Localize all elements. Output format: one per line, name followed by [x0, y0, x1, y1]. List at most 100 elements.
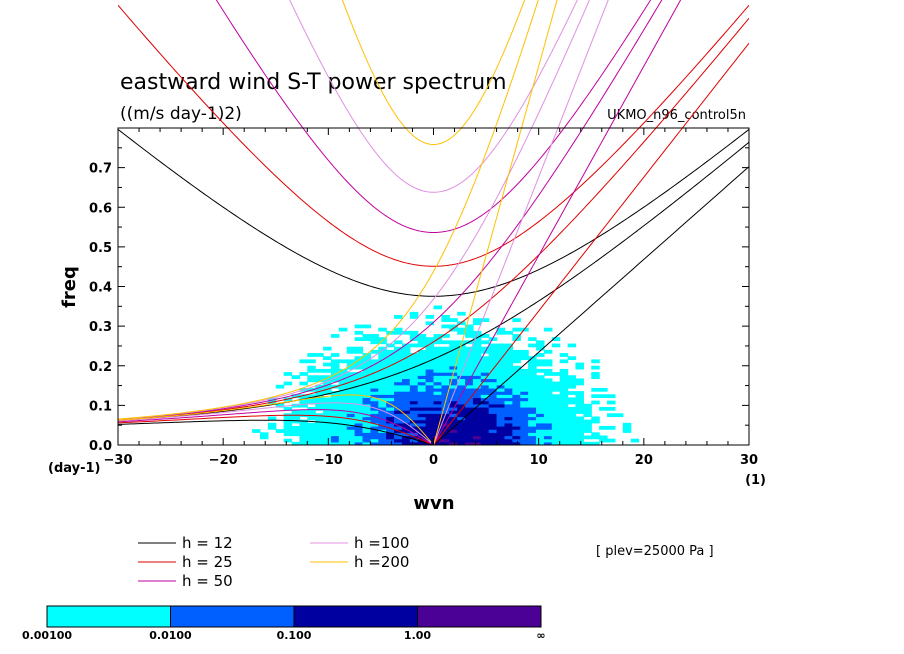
contour-cell — [417, 394, 427, 399]
contour-cell — [488, 343, 498, 348]
contour-cell — [559, 429, 569, 433]
contour-cell — [465, 368, 474, 373]
contour-cell — [607, 425, 616, 430]
contour-cell — [354, 432, 364, 437]
contour-cell — [283, 419, 293, 424]
contour-cell — [480, 381, 490, 386]
contour-cell — [536, 397, 545, 402]
contour-cell — [512, 353, 521, 357]
contour-cell — [378, 406, 387, 411]
contour-cell — [346, 372, 356, 376]
contour-cell — [417, 403, 427, 408]
contour-cell — [401, 397, 411, 402]
contour-cell — [504, 343, 513, 348]
contour-cell — [449, 384, 458, 389]
contour-cell — [362, 365, 371, 370]
contour-cell — [362, 429, 371, 433]
contour-cell — [472, 359, 482, 364]
contour-cell — [441, 315, 450, 319]
contour-cell — [465, 406, 474, 411]
y-tick-label: 0.2 — [89, 360, 112, 375]
contour-cell — [575, 378, 584, 383]
contour-cell — [401, 406, 411, 411]
contour-cell — [543, 410, 553, 414]
contour-cell — [330, 368, 340, 373]
contour-cell — [394, 349, 403, 354]
contour-cell — [378, 416, 387, 421]
contour-cell — [441, 422, 450, 427]
contour-cell — [386, 438, 395, 443]
contour-cell — [449, 413, 458, 418]
contour-cell — [583, 419, 592, 424]
contour-cell — [338, 375, 348, 380]
contour-cell — [307, 435, 316, 440]
contour-cell — [457, 353, 466, 357]
contour-cell — [315, 375, 324, 380]
contour-cell — [472, 353, 482, 357]
contour-cell — [528, 429, 537, 433]
contour-cell — [465, 375, 474, 380]
contour-cell — [472, 410, 482, 414]
contour-cell — [512, 381, 521, 386]
contour-cell — [409, 391, 419, 395]
contour-cell — [425, 429, 435, 433]
contour-cell — [559, 422, 569, 427]
contour-cell — [480, 384, 490, 389]
contour-cell — [441, 435, 450, 440]
contour-cell — [330, 353, 340, 357]
contour-cell — [512, 429, 521, 433]
contour-cell — [417, 432, 427, 437]
contour-cell — [323, 429, 332, 433]
contour-cell — [346, 349, 356, 354]
contour-cell — [378, 400, 387, 405]
contour-cell — [362, 387, 371, 392]
contour-cell — [441, 381, 450, 386]
contour-cell — [338, 435, 348, 440]
contour-cell — [433, 359, 442, 364]
contour-cell — [504, 391, 513, 395]
contour-cell — [496, 372, 506, 376]
contour-cell — [583, 425, 592, 430]
contour-cell — [354, 441, 364, 445]
contour-cell — [409, 410, 419, 414]
contour-cell — [536, 438, 545, 443]
contour-cell — [622, 429, 632, 433]
contour-cell — [346, 425, 356, 430]
contour-cell — [520, 416, 529, 421]
contour-cell — [425, 435, 435, 440]
contour-cell — [401, 365, 411, 370]
contour-cell — [338, 410, 348, 414]
contour-cell — [465, 387, 474, 392]
contour-cell — [441, 403, 450, 408]
contour-cell — [457, 397, 466, 402]
contour-cell — [346, 438, 356, 443]
contour-cell — [378, 384, 387, 389]
contour-cell — [259, 435, 269, 440]
contour-cell — [472, 346, 482, 351]
contour-cell — [449, 318, 458, 322]
contour-cell — [315, 368, 324, 373]
contour-cell — [315, 403, 324, 408]
contour-cell — [417, 334, 427, 338]
contour-cell — [323, 419, 332, 424]
contour-cell — [559, 375, 569, 380]
colorbar: 0.00100 0.0100 0.100 1.00 ∞ — [22, 605, 546, 642]
contour-cell — [551, 416, 561, 421]
contour-cell — [496, 375, 506, 380]
contour-cell — [441, 346, 450, 351]
contour-cell — [591, 435, 600, 440]
contour-cell — [480, 432, 490, 437]
contour-cell — [472, 425, 482, 430]
contour-cell — [307, 410, 316, 414]
contour-cell — [457, 346, 466, 351]
contour-cell — [528, 432, 537, 437]
contour-cell — [472, 441, 482, 445]
contour-cell — [559, 435, 569, 440]
contour-cell — [551, 406, 561, 411]
contour-cell — [496, 397, 506, 402]
colorbar-segment — [293, 605, 418, 628]
contour-cell — [599, 438, 608, 443]
contour-cell — [283, 432, 293, 437]
contour-cell — [504, 422, 513, 427]
contour-cell — [591, 400, 600, 405]
